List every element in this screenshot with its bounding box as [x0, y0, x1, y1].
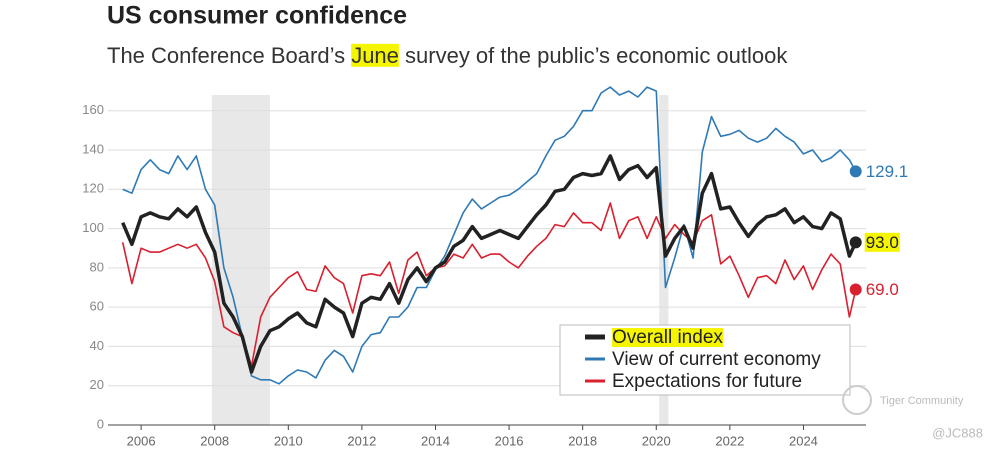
x-tick-label: 2016	[495, 433, 524, 448]
end-point	[849, 283, 862, 296]
end-label: 69.0	[866, 280, 899, 299]
x-tick-label: 2010	[274, 433, 303, 448]
legend-label: Expectations for future	[612, 371, 802, 392]
x-tick-label: 2022	[715, 433, 744, 448]
y-tick-label: 140	[82, 141, 104, 156]
series-line	[121, 154, 858, 374]
y-tick-label: 160	[82, 102, 104, 117]
watermark: Tiger Community	[880, 395, 964, 407]
x-tick-label: 2006	[127, 433, 156, 448]
y-tick-label: 40	[90, 338, 104, 353]
x-tick-label: 2020	[642, 433, 671, 448]
end-point	[849, 165, 862, 178]
legend-label: Overall index	[612, 327, 723, 348]
x-tick-label: 2014	[421, 433, 450, 448]
watermark-logo	[842, 385, 872, 415]
subtitle-part: June	[351, 43, 399, 68]
x-tick-label: 2008	[200, 433, 229, 448]
chart-title: US consumer confidence	[107, 2, 407, 30]
y-tick-label: 60	[90, 299, 104, 314]
y-tick-label: 20	[90, 377, 104, 392]
x-tick-label: 2024	[789, 433, 818, 448]
subtitle-part: survey of the public’s economic outlook	[399, 43, 788, 68]
end-label: 129.1	[866, 162, 909, 181]
y-tick-label: 0	[97, 416, 104, 431]
end-label: 93.0	[866, 233, 899, 252]
x-tick-label: 2012	[347, 433, 376, 448]
subtitle-part: The Conference Board’s	[107, 43, 351, 68]
y-tick-label: 120	[82, 181, 104, 196]
highlight	[864, 232, 900, 252]
end-point	[849, 236, 862, 249]
watermark: @JC888	[932, 425, 983, 440]
legend-label: View of current economy	[612, 349, 821, 370]
highlight	[351, 43, 399, 67]
x-tick-label: 2018	[568, 433, 597, 448]
recession-shade	[211, 95, 270, 425]
y-tick-label: 80	[90, 259, 104, 274]
highlight	[612, 328, 724, 348]
y-tick-label: 100	[82, 220, 104, 235]
chart-subtitle: The Conference Board’s June survey of th…	[107, 43, 788, 68]
